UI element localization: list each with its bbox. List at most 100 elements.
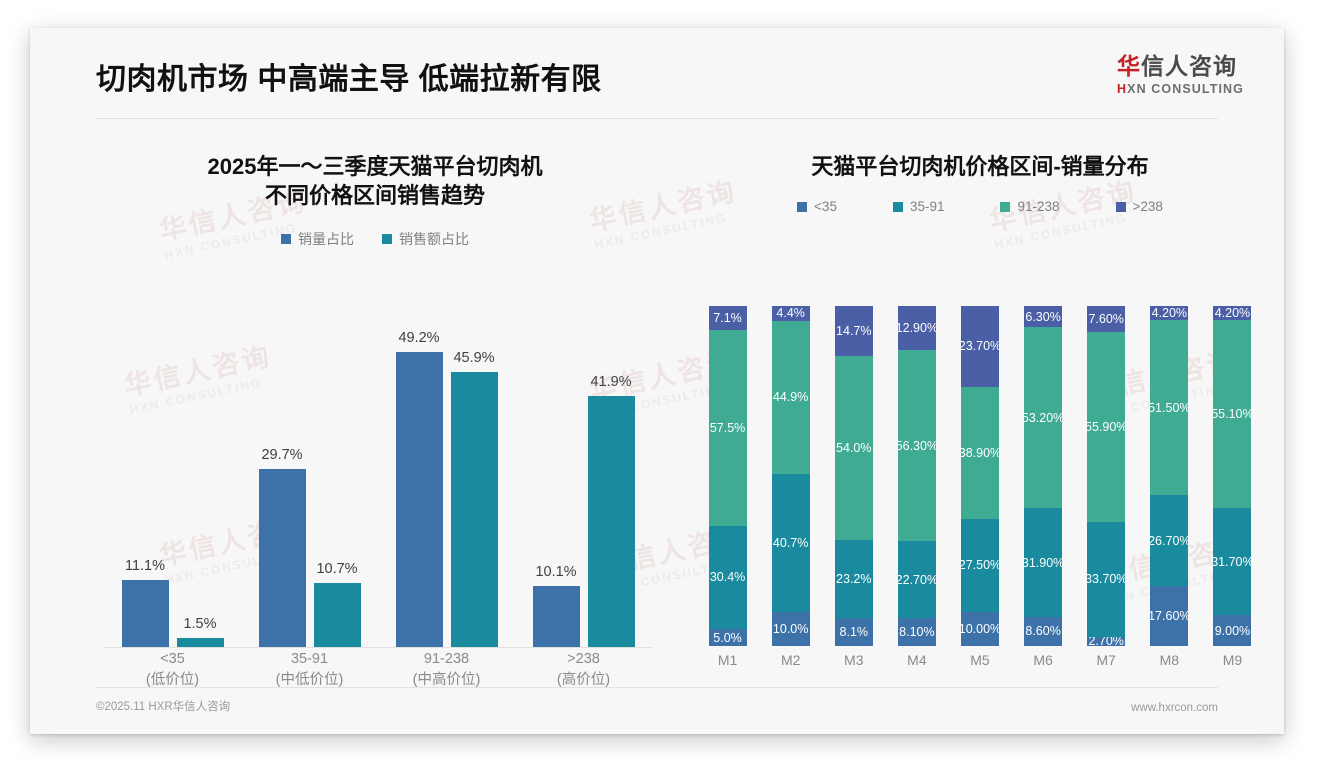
stacked-bar-column[interactable]: 14.7% 54.0% 23.2% 8.1%: [822, 306, 885, 646]
footer-copyright: ©2025.11 HXR华信人咨询: [96, 701, 231, 713]
stacked-bar-segment[interactable]: 5.0%: [708, 629, 747, 646]
segment-value-label: 22.70%: [897, 572, 936, 587]
stacked-bar-segment[interactable]: 7.1%: [708, 306, 747, 331]
stacked-bar-segment[interactable]: 40.7%: [771, 473, 810, 612]
bar[interactable]: [587, 395, 635, 647]
bar-column[interactable]: 41.9%: [587, 318, 635, 647]
x-axis-tick-label: M7: [1096, 652, 1116, 668]
stacked-bar-segment[interactable]: 38.90%: [960, 386, 999, 519]
stacked-bar-segment[interactable]: 26.70%: [1150, 495, 1189, 587]
stacked-bar-segment[interactable]: 8.1%: [834, 618, 873, 646]
left-legend-item[interactable]: 销量占比: [281, 229, 354, 249]
left-legend-item[interactable]: 销售额占比: [382, 229, 469, 249]
right-legend-item[interactable]: <35: [797, 199, 837, 214]
stacked-bar-segment[interactable]: 14.7%: [834, 306, 873, 356]
x-axis-tick-sublabel: (中高价位): [412, 672, 481, 689]
stacked-bar-column[interactable]: 4.20% 55.10% 31.70% 9.00%: [1201, 306, 1264, 646]
stacked-bar-segment[interactable]: 57.5%: [708, 330, 747, 526]
right-chart-panel: 天猫平台切肉机价格区间-销量分布 <35 35-91 91-238 >238 7.1%…: [680, 128, 1280, 703]
segment-value-label: 38.90%: [960, 445, 999, 460]
stacked-bar-segment[interactable]: 30.4%: [708, 525, 747, 629]
bar[interactable]: [532, 586, 580, 647]
right-legend-item[interactable]: 91-238: [1000, 199, 1060, 214]
bar[interactable]: [121, 580, 169, 647]
stacked-bar-segment[interactable]: 51.50%: [1150, 320, 1189, 496]
bar[interactable]: [176, 638, 224, 647]
right-legend-item[interactable]: 35-91: [892, 199, 944, 214]
stacked-bar-segment[interactable]: 2.70%: [1087, 636, 1126, 646]
stacked-bar-segment[interactable]: 10.00%: [960, 612, 999, 646]
stacked-bar-segment[interactable]: 6.30%: [1024, 306, 1063, 328]
right-legend-label: <35: [814, 199, 837, 215]
stacked-bar-segment[interactable]: 4.4%: [771, 306, 810, 321]
left-legend-label: 销量占比: [298, 230, 354, 247]
bar-group: 49.2% 45.9%: [378, 318, 515, 647]
stacked-bar-column[interactable]: 7.1% 57.5% 30.4% 5.0%: [696, 306, 759, 646]
stacked-bar-column[interactable]: 4.20% 51.50% 26.70% 17.60%: [1138, 306, 1201, 646]
bar[interactable]: [450, 371, 498, 647]
stacked-bar-column[interactable]: 4.4% 44.9% 40.7% 10.0%: [759, 306, 822, 646]
stacked-bar-segment[interactable]: 17.60%: [1150, 586, 1189, 646]
stacked-bar-column[interactable]: 7.60% 55.90% 33.70% 2.70%: [1075, 306, 1138, 646]
segment-value-label: 6.30%: [1025, 309, 1061, 324]
bar[interactable]: [395, 351, 443, 647]
segment-value-label: 8.10%: [899, 625, 935, 640]
stacked-bar-column[interactable]: 23.70% 38.90% 27.50% 10.00%: [948, 306, 1011, 646]
x-axis-tick-range: <35: [160, 651, 185, 667]
bar-value-label: 10.1%: [535, 564, 577, 581]
stacked-bar-segment[interactable]: 55.10%: [1213, 320, 1252, 508]
bar[interactable]: [313, 582, 361, 647]
left-chart-legend: 销量占比 销售额占比: [70, 229, 680, 249]
stacked-bar-segment[interactable]: 44.9%: [771, 320, 810, 474]
slide: 华信人咨询 HXN CONSULTING 华信人咨询 HXN CONSULTIN…: [30, 28, 1284, 734]
stacked-bar-segment[interactable]: 8.60%: [1024, 616, 1063, 646]
bar-value-label: 11.1%: [124, 558, 166, 575]
stacked-bar: 4.20% 51.50% 26.70% 17.60%: [1150, 306, 1189, 646]
stacked-bar-segment[interactable]: 56.30%: [897, 349, 936, 542]
bar-column[interactable]: 45.9%: [450, 318, 498, 647]
segment-value-label: 12.90%: [897, 320, 936, 335]
x-axis-tick-label: 35-91 (中低价位): [241, 649, 378, 691]
stacked-bar: 6.30% 53.20% 31.90% 8.60%: [1024, 306, 1063, 646]
segment-value-label: 27.50%: [960, 558, 999, 573]
stacked-bar-segment[interactable]: 23.70%: [960, 306, 999, 387]
bar[interactable]: [258, 468, 306, 647]
bar-column[interactable]: 11.1%: [121, 318, 169, 647]
right-legend-item[interactable]: >238: [1115, 199, 1163, 214]
stacked-bar-segment[interactable]: 33.70%: [1087, 522, 1126, 637]
stacked-bar-segment[interactable]: 22.70%: [897, 541, 936, 619]
stacked-bar-segment[interactable]: 7.60%: [1087, 306, 1126, 332]
bar-column[interactable]: 29.7%: [258, 318, 306, 647]
stacked-bar-segment[interactable]: 31.70%: [1213, 507, 1252, 616]
bar-column[interactable]: 10.7%: [313, 318, 361, 647]
stacked-bar-segment[interactable]: 54.0%: [834, 355, 873, 540]
slide-header: 切肉机市场 中高端主导 低端拉新有限 华信人咨询 HXN CONSULTING: [30, 28, 1284, 121]
stacked-bar-segment[interactable]: 31.90%: [1024, 508, 1063, 617]
stacked-bar-column[interactable]: 12.90% 56.30% 22.70% 8.10%: [885, 306, 948, 647]
footer-divider: [96, 687, 1218, 688]
bar-column[interactable]: 1.5%: [176, 318, 224, 647]
bar-group: 11.1% 1.5%: [104, 318, 241, 647]
legend-swatch-icon: [892, 201, 903, 212]
stacked-bar-segment[interactable]: 55.90%: [1087, 331, 1126, 523]
stacked-bar-column[interactable]: 6.30% 53.20% 31.90% 8.60%: [1012, 306, 1075, 646]
bar-column[interactable]: 49.2%: [395, 318, 443, 647]
x-axis-tick-sublabel: (高价位): [556, 672, 611, 689]
stacked-bar-segment[interactable]: 9.00%: [1213, 615, 1252, 646]
x-axis-tick-label: M3: [844, 652, 864, 668]
segment-value-label: 54.0%: [836, 440, 872, 455]
stacked-bar-segment[interactable]: 8.10%: [897, 618, 936, 647]
legend-swatch-icon: [1115, 201, 1126, 212]
x-axis-tick-sublabel: (中低价位): [275, 672, 344, 689]
logo-chinese: 华信人咨询: [1117, 54, 1244, 78]
stacked-bar-segment[interactable]: 4.20%: [1150, 306, 1189, 321]
stacked-bar-segment[interactable]: 10.0%: [771, 611, 810, 646]
stacked-bar-segment[interactable]: 53.20%: [1024, 327, 1063, 509]
segment-value-label: 31.90%: [1024, 555, 1063, 570]
stacked-bar-segment[interactable]: 27.50%: [960, 518, 999, 613]
stacked-bar-segment[interactable]: 23.2%: [834, 539, 873, 619]
bar-column[interactable]: 10.1%: [532, 318, 580, 647]
stacked-bar-segment[interactable]: 12.90%: [897, 306, 936, 350]
stacked-bar-segment[interactable]: 4.20%: [1213, 306, 1252, 321]
stacked-bar: 4.4% 44.9% 40.7% 10.0%: [771, 306, 810, 646]
